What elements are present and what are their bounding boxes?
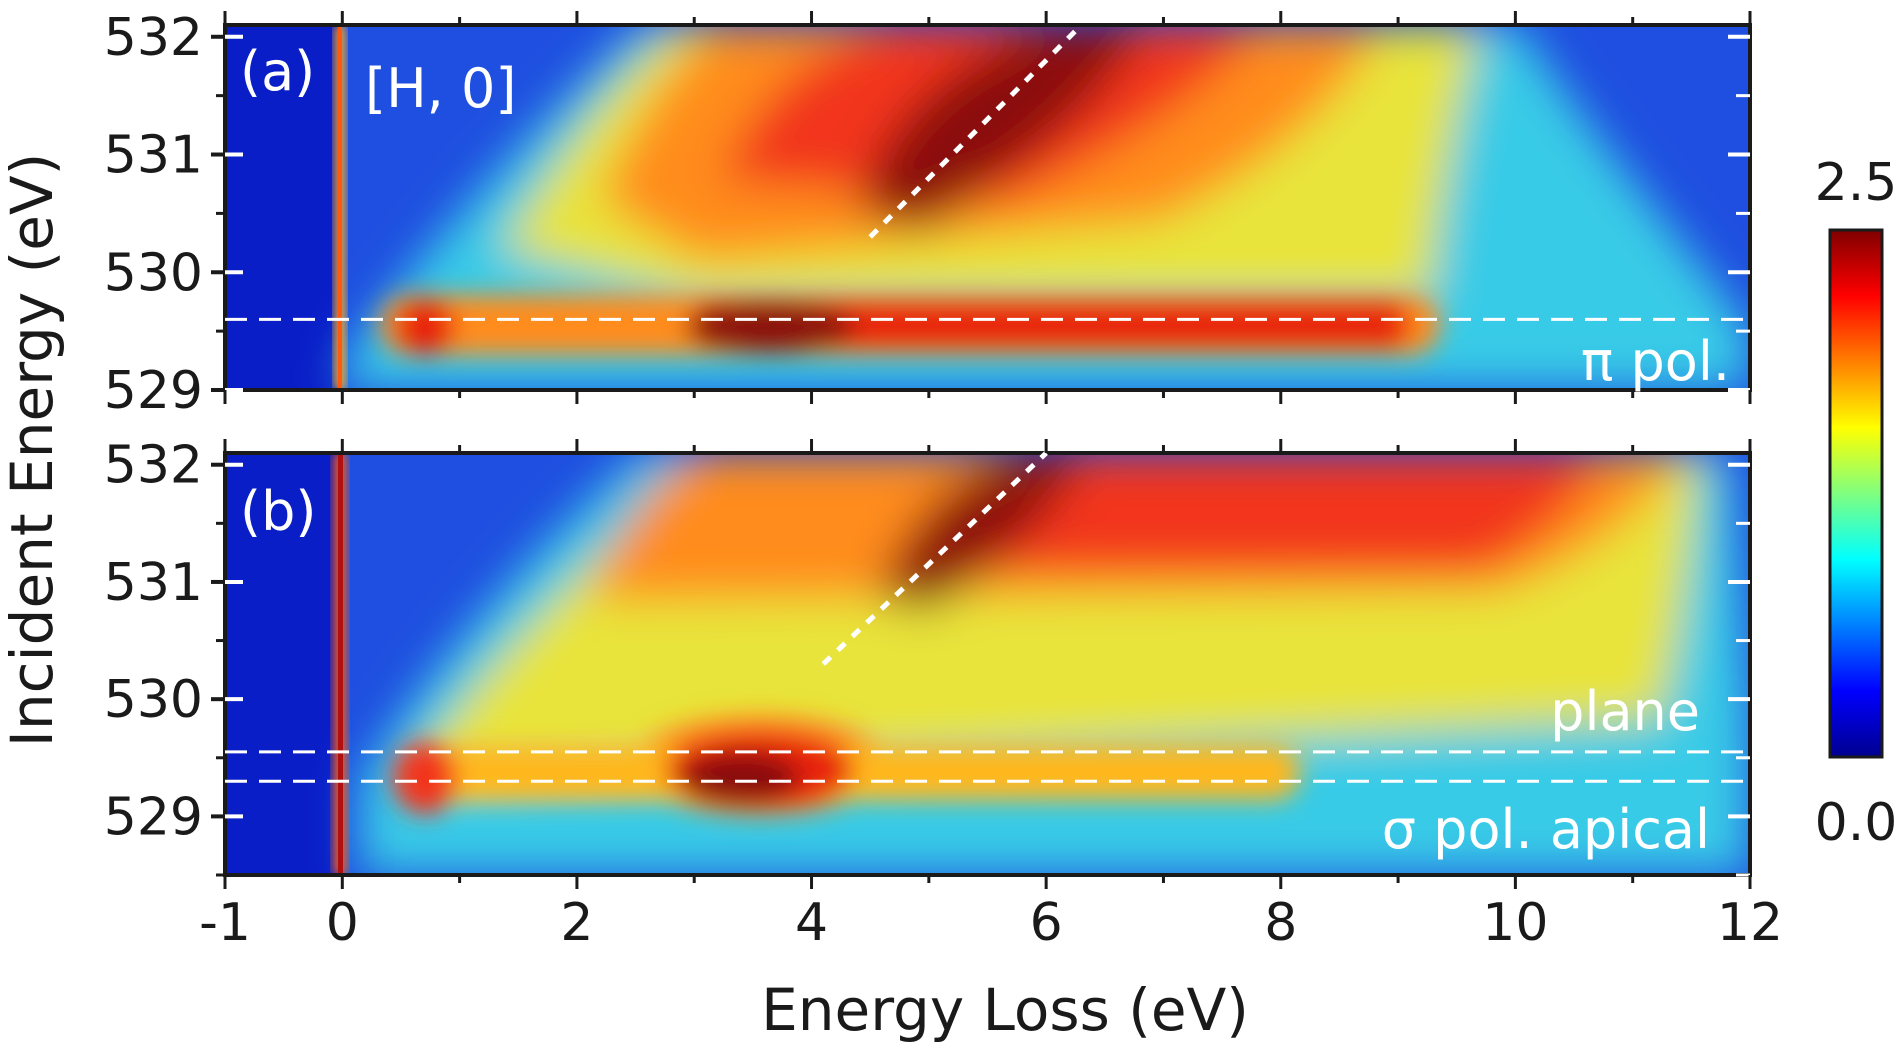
panel-a-polarization-label: π pol. (1581, 330, 1730, 393)
panel-a-y-tick-label-531: 531 (104, 126, 203, 186)
x-tick-label-8: 8 (1264, 893, 1297, 953)
panel-a-y-tick-label-529: 529 (104, 361, 203, 421)
panel-a-y-ticks: 532 531 530 529 (104, 8, 1750, 421)
x-tick-label-10: 10 (1482, 893, 1548, 953)
panel-a-heatmap (225, 25, 1750, 390)
x-tick-label-6: 6 (1030, 893, 1063, 953)
panel-b-heatmap (225, 453, 1750, 875)
panel-b-extra-label: plane (1550, 680, 1700, 743)
x-tick-label-12: 12 (1717, 893, 1783, 953)
colorbar-min-label: 0.0 (1815, 793, 1898, 853)
y-axis-title: Incident Energy (eV) (0, 153, 66, 747)
panel-b-y-tick-label-531: 531 (104, 553, 203, 613)
panel-a-y-tick-label-532: 532 (104, 8, 203, 68)
x-tick-label--1: -1 (199, 893, 251, 953)
panel-b-y-tick-label-529: 529 (104, 787, 203, 847)
panel-b-y-ticks: 532 531 530 529 (104, 436, 1750, 877)
panel-a-label: (a) (240, 40, 315, 103)
panel-a-direction-label: [H, 0] (365, 57, 516, 120)
x-axis-title: Energy Loss (eV) (761, 976, 1249, 1044)
panel-b-polarization-label: σ pol. apical (1382, 798, 1710, 861)
x-tick-label-0: 0 (326, 893, 359, 953)
x-tick-label-2: 2 (560, 893, 593, 953)
panel-a: 532 531 530 529 (a) [H, 0] π pol. (104, 8, 1752, 421)
x-tick-labels: -1 0 2 4 6 8 10 12 (199, 893, 1783, 953)
x-tick-label-4: 4 (795, 893, 828, 953)
colorbar-gradient (1828, 228, 1884, 759)
panel-b-x-ticks (223, 439, 1752, 889)
colorbar: 2.5 0.0 (1815, 153, 1898, 853)
panel-a-x-ticks (223, 11, 1752, 404)
panel-b-label: (b) (240, 480, 316, 543)
panel-b-y-tick-label-530: 530 (104, 670, 203, 730)
panel-b: 532 531 530 529 (b) plane σ pol. apical (104, 436, 1752, 889)
panel-a-y-tick-label-530: 530 (104, 243, 203, 303)
panel-b-y-tick-label-532: 532 (104, 436, 203, 496)
panel-a-dispersion-line (868, 23, 1084, 239)
colorbar-max-label: 2.5 (1815, 153, 1898, 213)
